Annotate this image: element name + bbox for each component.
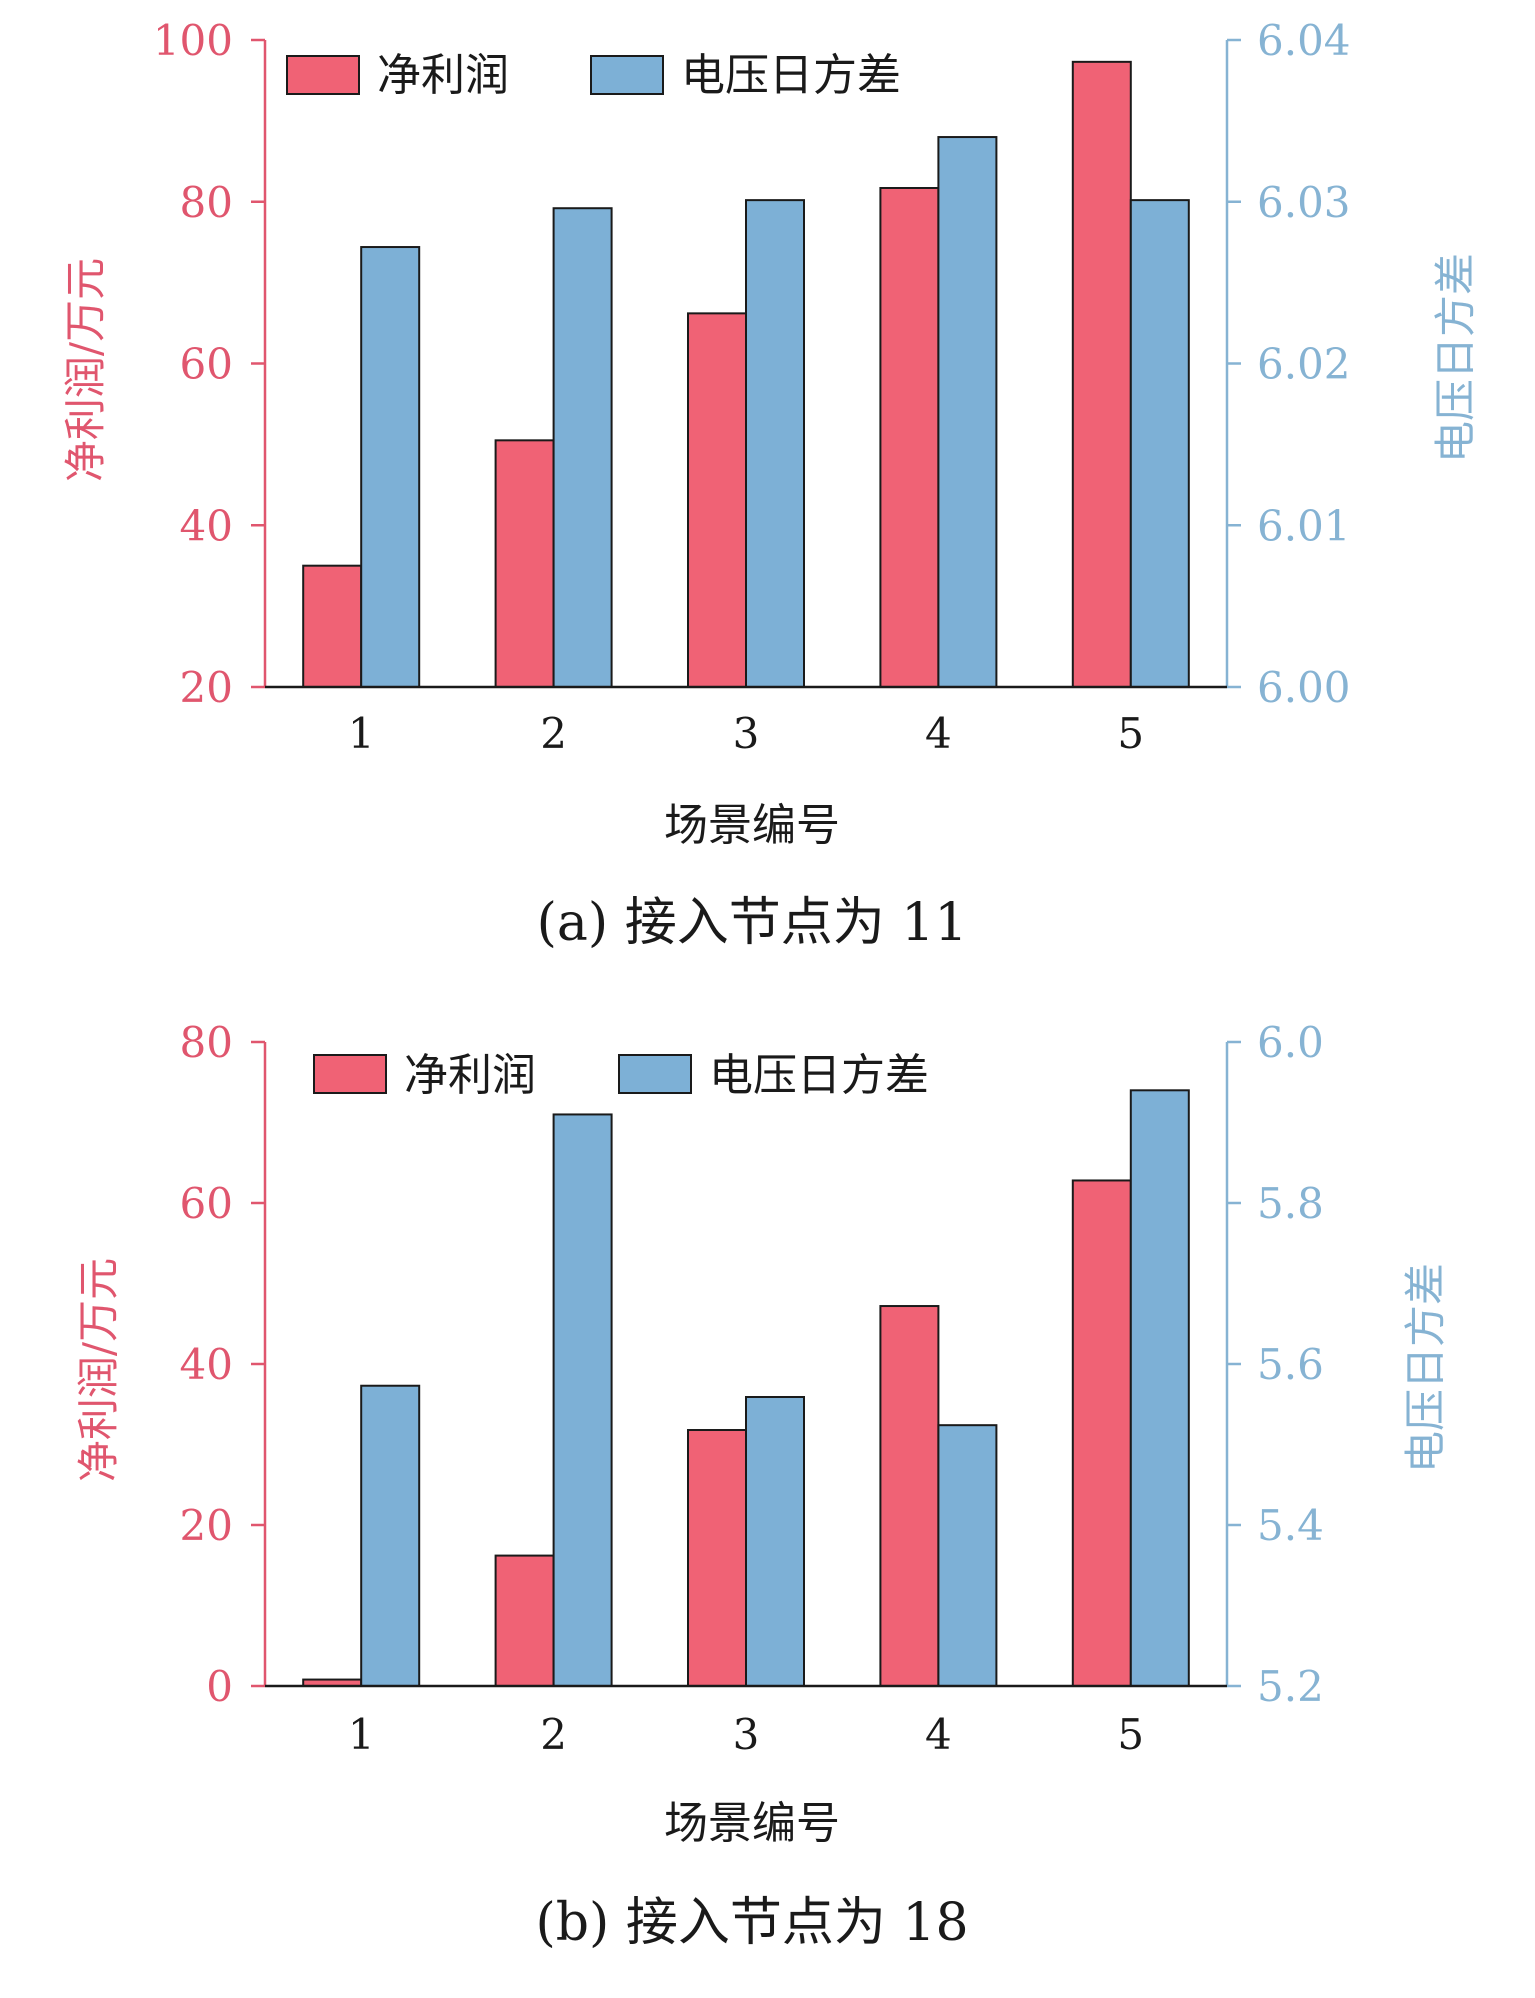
x-tick-label: 4 xyxy=(925,1710,952,1759)
bar-voltage-variance xyxy=(360,1384,421,1687)
chart-a-ticks: 1 2 3 4 5 20 40 60 80 100 6.00 6.01 6.02 6.03 6.04 xyxy=(153,16,1351,758)
left-tick-label: 80 xyxy=(180,1018,233,1067)
bar-profit xyxy=(879,1305,940,1688)
left-tick-label: 60 xyxy=(180,1179,233,1228)
bar-profit xyxy=(687,312,747,688)
right-tick-label: 6.01 xyxy=(1257,501,1351,550)
chart-b-right-axis-label: 电压日方差 xyxy=(1401,1263,1450,1473)
chart-a-bars xyxy=(302,60,1190,689)
left-tick-label: 40 xyxy=(180,1340,233,1389)
chart-a-right-axis-label: 电压日方差 xyxy=(1431,253,1480,463)
x-tick-label: 1 xyxy=(348,709,375,758)
x-tick-label: 3 xyxy=(733,709,760,758)
right-tick-label: 6.02 xyxy=(1257,340,1351,389)
bar-voltage-variance xyxy=(360,246,421,688)
bar-profit xyxy=(494,439,555,688)
bar-voltage-variance xyxy=(1129,199,1190,688)
right-tick-label: 5.2 xyxy=(1257,1662,1324,1711)
legend-swatch-profit xyxy=(286,55,360,95)
bar-profit xyxy=(1071,1179,1132,1687)
chart-a-x-axis-label: 场景编号 xyxy=(664,800,840,851)
left-tick-label: 20 xyxy=(180,663,233,712)
bar-profit xyxy=(687,1429,747,1688)
right-tick-label: 5.8 xyxy=(1257,1179,1324,1228)
right-tick-label: 5.4 xyxy=(1257,1501,1324,1550)
x-tick-label: 4 xyxy=(925,709,952,758)
left-tick-label: 0 xyxy=(206,1662,233,1711)
bar-voltage-variance xyxy=(552,207,613,688)
legend-swatch-variance xyxy=(590,55,664,95)
legend-label-profit: 净利润 xyxy=(377,50,509,101)
legend-label-profit: 净利润 xyxy=(404,1050,536,1101)
chart-a-legend: 净利润 电压日方差 xyxy=(286,50,901,101)
chart-a-caption: (a) 接入节点为 11 xyxy=(537,893,968,953)
x-tick-label: 2 xyxy=(540,709,567,758)
bar-voltage-variance xyxy=(937,136,998,689)
right-tick-label: 6.0 xyxy=(1257,1018,1324,1067)
x-tick-label: 1 xyxy=(348,1710,375,1759)
bar-profit xyxy=(879,187,940,688)
chart-b-legend: 净利润 电压日方差 xyxy=(313,1050,929,1101)
chart-b-x-axis-label: 场景编号 xyxy=(664,1798,840,1849)
bar-voltage-variance xyxy=(937,1424,998,1688)
chart-a: 1 2 3 4 5 20 40 60 80 100 6.00 6.01 6.02 6.03 6.04 净利润… xyxy=(61,16,1480,953)
legend-label-variance: 电压日方差 xyxy=(681,50,901,101)
left-tick-label: 60 xyxy=(180,340,233,389)
bar-profit xyxy=(494,1554,555,1687)
bar-voltage-variance xyxy=(745,199,805,688)
chart-b-caption: (b) 接入节点为 18 xyxy=(535,1893,968,1953)
left-tick-label: 20 xyxy=(180,1501,233,1550)
chart-b-bars xyxy=(302,1089,1190,1688)
right-tick-label: 6.00 xyxy=(1257,663,1351,712)
left-tick-label: 80 xyxy=(180,178,233,227)
right-tick-label: 6.04 xyxy=(1257,16,1351,65)
bar-voltage-variance xyxy=(745,1396,805,1687)
bar-profit xyxy=(302,564,363,688)
x-tick-label: 5 xyxy=(1117,1710,1144,1759)
x-tick-label: 2 xyxy=(540,1710,567,1759)
chart-b-left-axis-label: 净利润/万元 xyxy=(74,1258,123,1482)
chart-b-ticks: 1 2 3 4 5 0 20 40 60 80 5.2 5.4 5.6 5.8 6.0 xyxy=(180,1018,1324,1759)
left-tick-label: 40 xyxy=(180,501,233,550)
right-tick-label: 5.6 xyxy=(1257,1340,1324,1389)
legend-swatch-profit xyxy=(313,1054,387,1094)
x-tick-label: 3 xyxy=(733,1710,760,1759)
legend-label-variance: 电压日方差 xyxy=(709,1050,929,1101)
legend-swatch-variance xyxy=(618,1054,692,1094)
x-tick-label: 5 xyxy=(1117,709,1144,758)
right-tick-label: 6.03 xyxy=(1257,178,1351,227)
left-tick-label: 100 xyxy=(153,16,233,65)
bar-voltage-variance xyxy=(1129,1089,1190,1688)
bar-profit xyxy=(1071,60,1132,689)
chart-a-left-axis-label: 净利润/万元 xyxy=(61,258,110,482)
bar-voltage-variance xyxy=(552,1113,613,1687)
